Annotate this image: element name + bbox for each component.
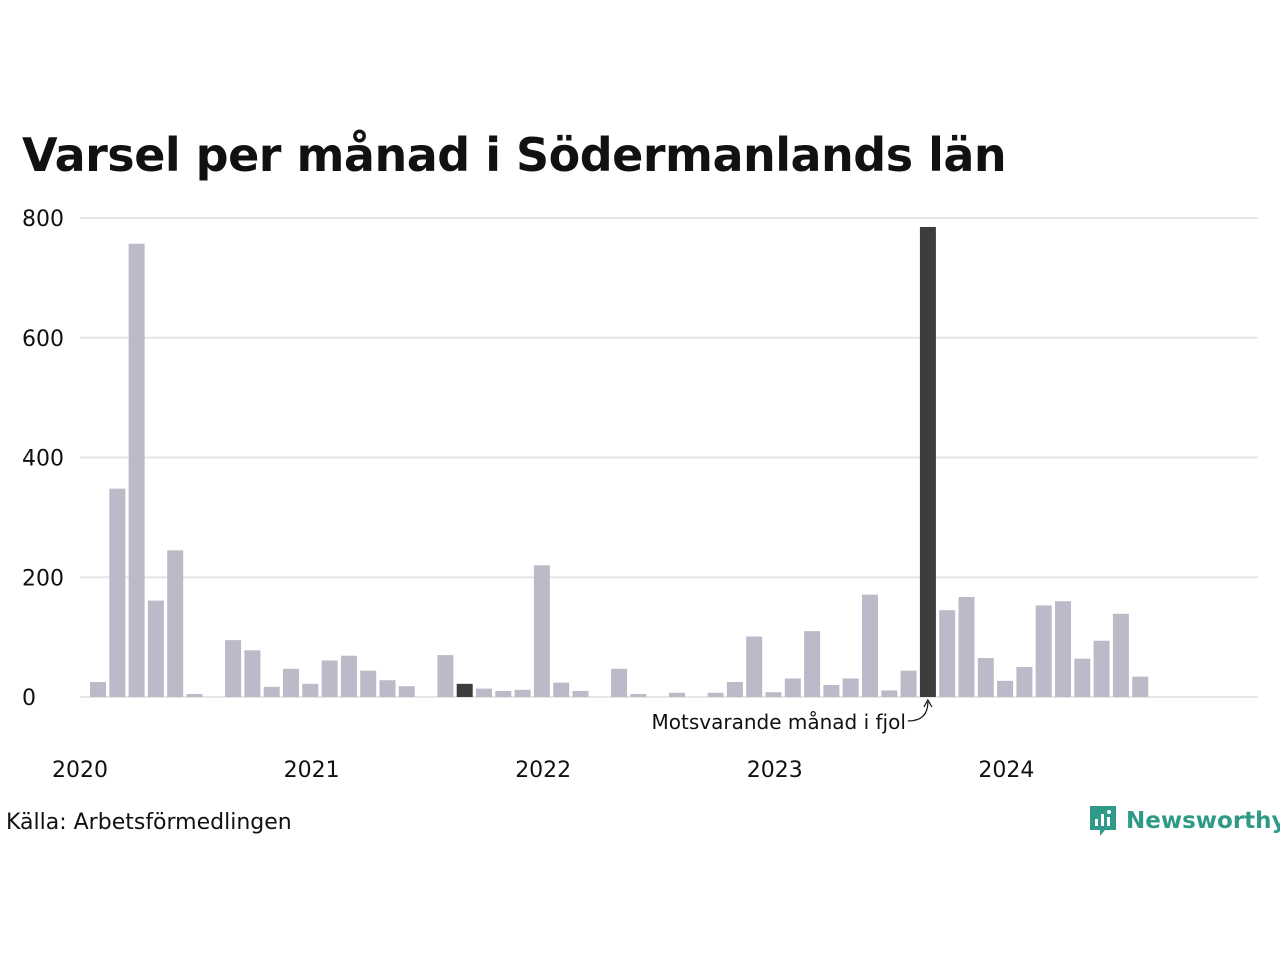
bar [321, 660, 338, 697]
brand-name: Newsworthy [1126, 808, 1280, 834]
bar [765, 692, 782, 697]
bar [804, 631, 821, 697]
y-tick-label: 600 [22, 327, 64, 352]
bar [553, 682, 570, 697]
newsworthy-logo-icon [1090, 806, 1116, 836]
bar [900, 670, 917, 697]
bars [90, 226, 1149, 697]
bar [495, 691, 512, 697]
bar [611, 668, 628, 697]
bar [726, 682, 743, 697]
bar [707, 692, 724, 697]
annotation-arrowhead [923, 698, 933, 708]
bar [746, 636, 763, 697]
y-axis-labels: 0 200 400 600 800 [22, 207, 64, 711]
bar [476, 688, 492, 697]
x-axis-labels: 2020 2021 2022 2023 2024 [52, 758, 1034, 783]
bar [302, 683, 319, 697]
y-tick-label: 200 [22, 566, 64, 591]
annotation-arrow [907, 701, 929, 722]
bar [669, 692, 685, 697]
bar [340, 655, 357, 697]
bar [437, 655, 454, 697]
bar [186, 694, 203, 697]
bar [958, 597, 975, 697]
bar [379, 680, 396, 697]
bar [1132, 676, 1149, 697]
bar [977, 658, 994, 697]
x-tick-label: 2022 [515, 758, 571, 783]
bar [244, 650, 261, 697]
prev-year-annotation: Motsvarande månad i fjol [652, 710, 906, 734]
bar [90, 682, 106, 697]
bar [572, 691, 589, 697]
bar [533, 565, 550, 697]
x-tick-label: 2024 [978, 758, 1034, 783]
bar [1093, 640, 1110, 697]
x-tick-label: 2020 [52, 758, 108, 783]
bar [1016, 667, 1033, 697]
bar [225, 640, 242, 697]
bar [630, 694, 647, 697]
bar [263, 686, 280, 697]
bar [823, 685, 840, 697]
bar [360, 670, 377, 697]
bar [881, 690, 898, 697]
y-tick-label: 0 [22, 686, 36, 711]
chart-title: Varsel per månad i Södermanlands län [22, 128, 1007, 182]
bar [283, 668, 299, 697]
bar [939, 610, 956, 697]
annotations: Motsvarande månad i fjol [652, 698, 933, 734]
bar [1035, 605, 1052, 697]
bar [1112, 613, 1129, 697]
bar-same-month-previous-year [919, 226, 936, 697]
bar [784, 678, 801, 697]
bar-chart: 0 200 400 600 800 2020 2021 2022 2023 2024 Motsv… [22, 207, 1258, 783]
y-tick-label: 800 [22, 207, 64, 232]
gridlines [80, 217, 1258, 698]
brand-logo: Newsworthy [1088, 804, 1280, 838]
bar [862, 594, 878, 697]
source-note: Källa: Arbetsförmedlingen [6, 810, 292, 835]
bar [147, 600, 164, 697]
bar [128, 243, 145, 697]
x-tick-label: 2021 [284, 758, 340, 783]
bar [109, 488, 126, 697]
bar [842, 678, 859, 697]
bar [1055, 601, 1071, 697]
bar [514, 689, 531, 697]
bar [997, 680, 1014, 697]
bar-same-month-previous-year [456, 683, 473, 697]
bar [398, 686, 415, 697]
y-tick-label: 400 [22, 447, 64, 472]
bar [167, 550, 184, 697]
x-tick-label: 2023 [747, 758, 803, 783]
bar [1074, 658, 1091, 697]
